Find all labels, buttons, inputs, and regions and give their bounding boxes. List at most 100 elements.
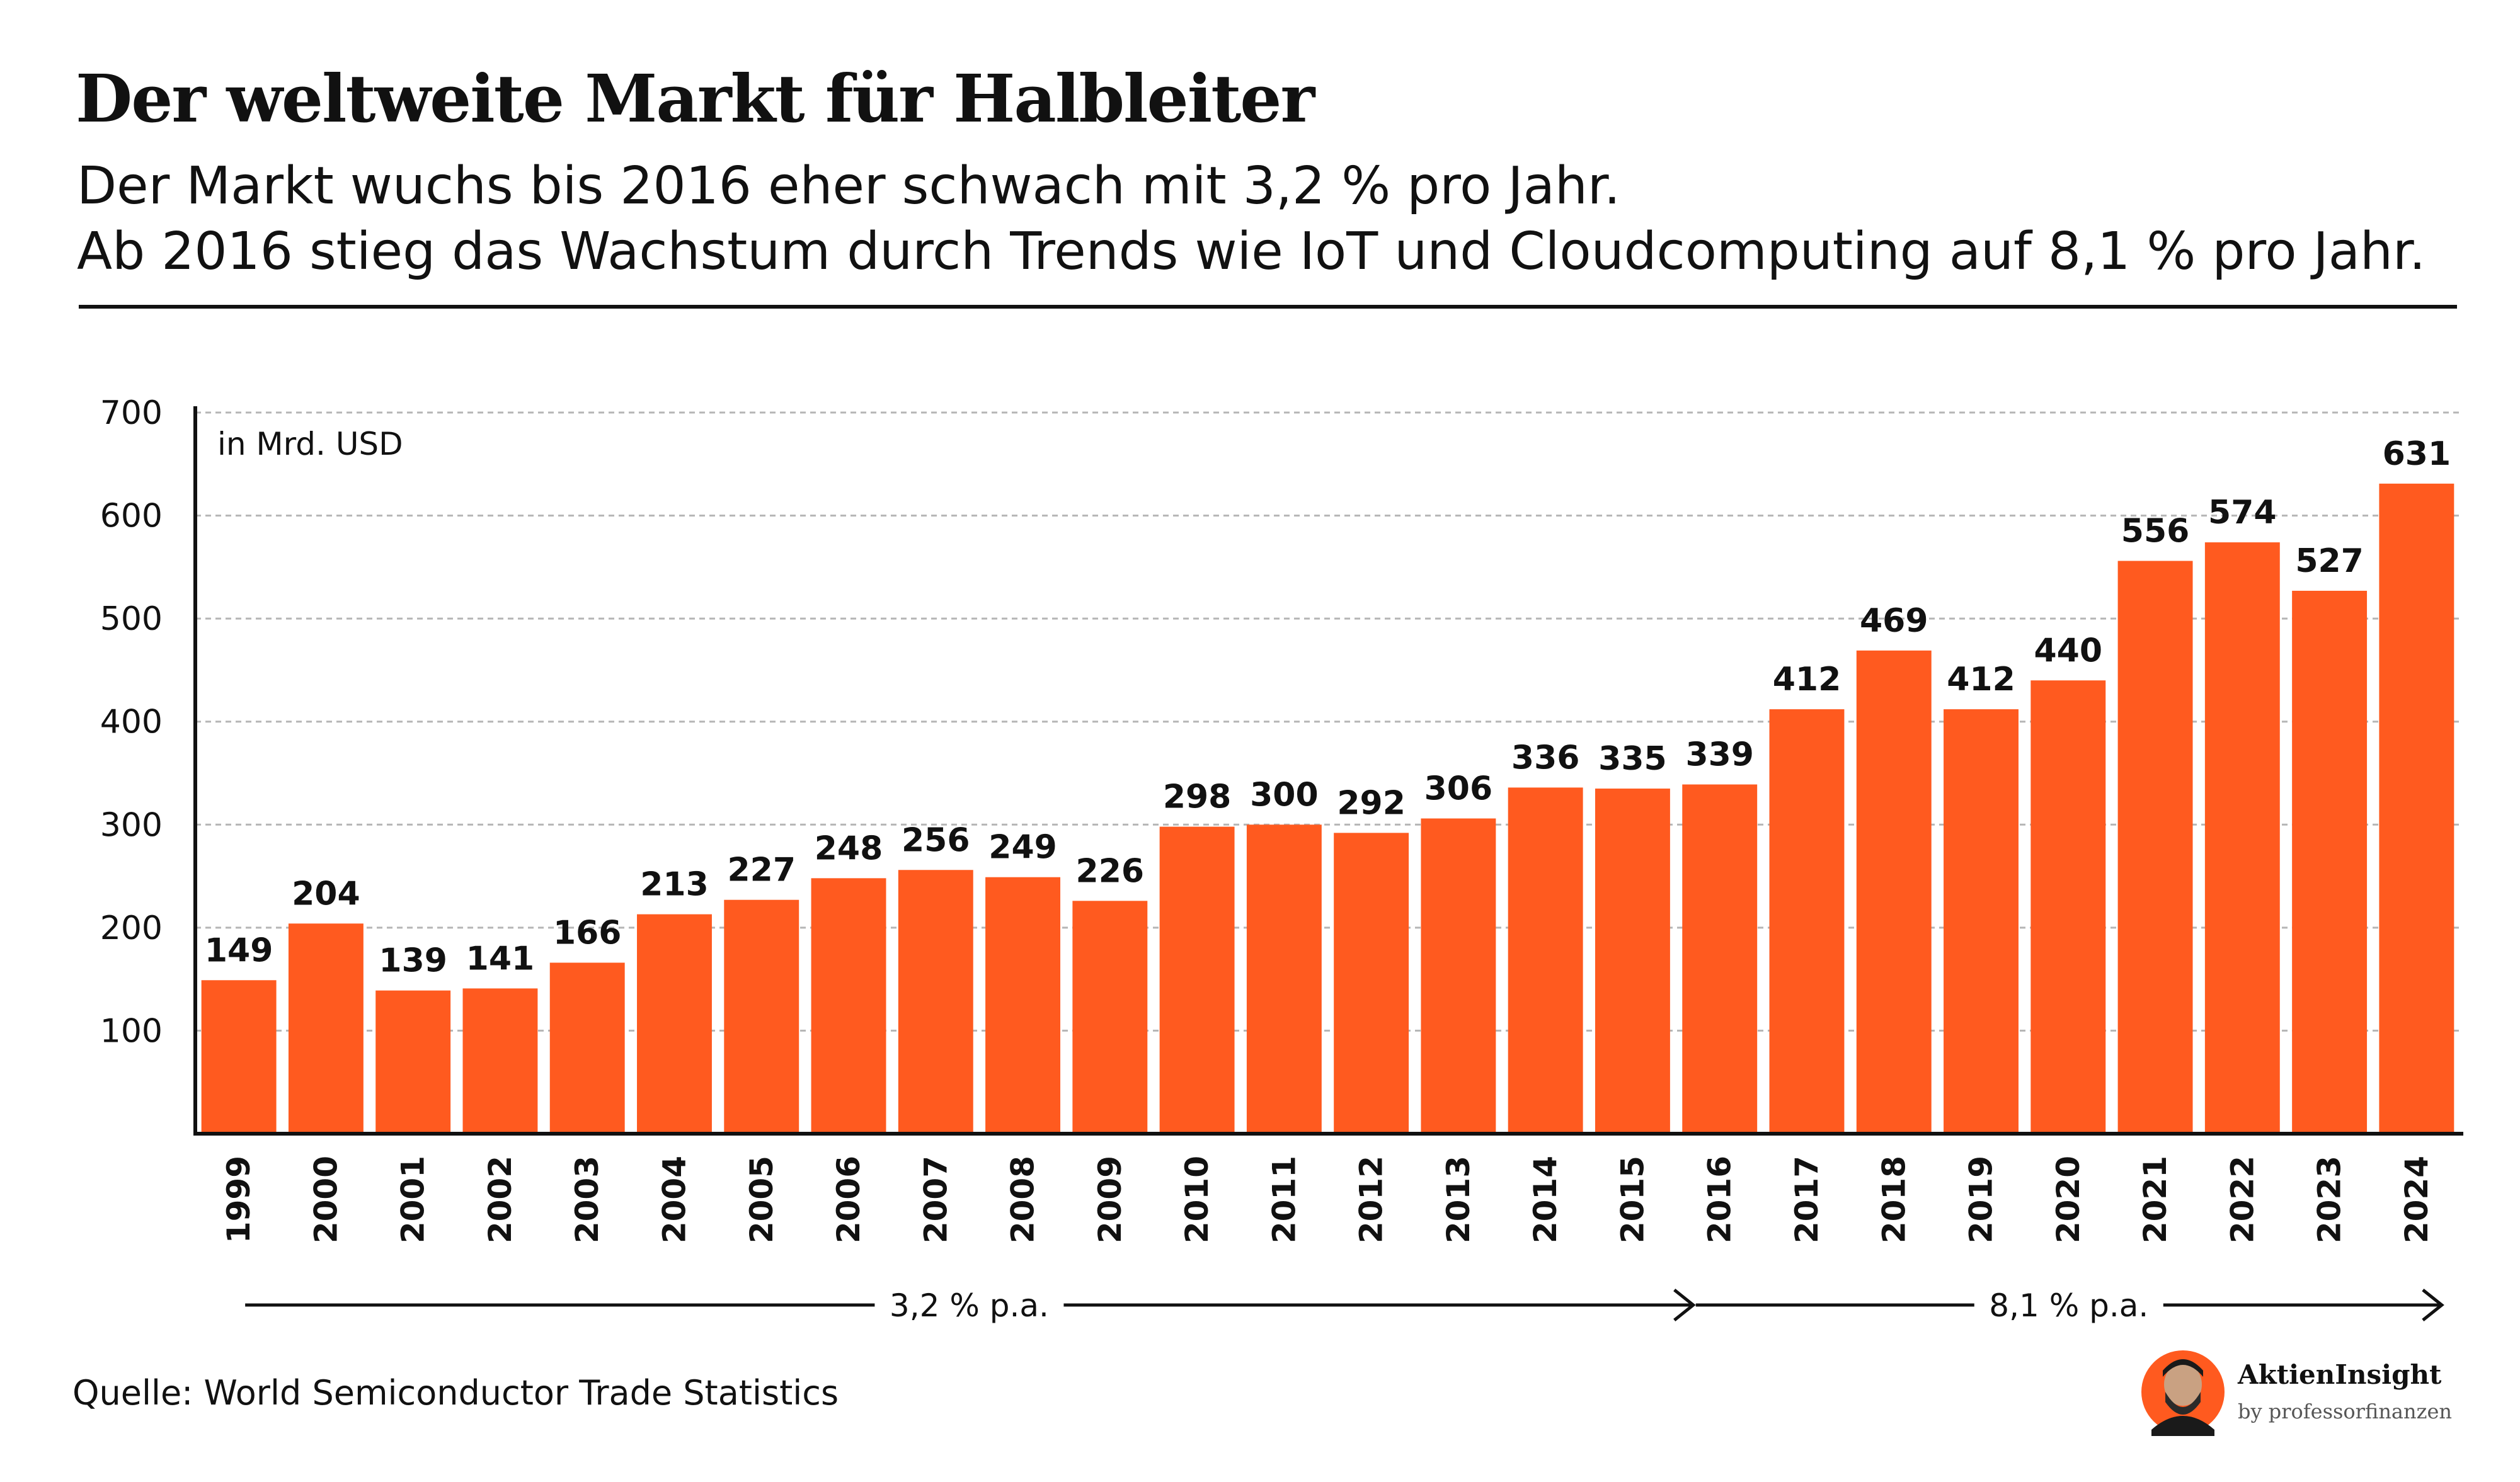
value-label-2020: 440 (2034, 632, 2103, 670)
y-tick-label: 500 (100, 600, 163, 638)
y-tick-label: 300 (100, 806, 163, 844)
y-tick-label: 700 (100, 394, 163, 432)
bar-2016 (1682, 784, 1758, 1134)
bar-2011 (1246, 824, 1322, 1134)
x-tick-label-2024: 2024 (2398, 1156, 2435, 1243)
bar-2021 (2117, 561, 2193, 1134)
x-tick-label-2021: 2021 (2137, 1156, 2174, 1243)
bar-2002 (462, 988, 538, 1134)
x-tick-label-2013: 2013 (1440, 1156, 1477, 1243)
value-label-1999: 149 (205, 932, 273, 969)
growth-rate-label: 3,2 % p.a. (890, 1287, 1049, 1324)
value-label-2023: 527 (2295, 542, 2364, 580)
bar-2017 (1769, 709, 1845, 1134)
bar-2000 (288, 923, 364, 1134)
value-label-2003: 166 (553, 914, 622, 952)
bar-2008 (985, 877, 1061, 1134)
value-label-2019: 412 (1947, 661, 2015, 698)
bar-2013 (1421, 818, 1496, 1134)
value-label-2015: 335 (1598, 740, 1667, 778)
value-label-2006: 248 (815, 829, 883, 867)
bar-2022 (2204, 542, 2280, 1134)
y-tick-label: 600 (100, 498, 163, 535)
y-unit-label: in Mrd. USD (217, 426, 403, 462)
x-tick-label-1999: 1999 (220, 1156, 257, 1243)
value-label-2016: 339 (1685, 736, 1754, 773)
x-tick-label-2020: 2020 (2050, 1156, 2087, 1243)
brand-block: AktienInsight by professorfinanzen (2139, 1348, 2466, 1436)
value-label-2024: 631 (2383, 435, 2451, 473)
source-note: Quelle: World Semiconductor Trade Statis… (72, 1373, 839, 1413)
value-label-2012: 292 (1337, 784, 1406, 822)
x-tick-label-2007: 2007 (917, 1156, 954, 1243)
header-divider (79, 305, 2457, 309)
bar-2007 (898, 870, 973, 1134)
x-tick-label-2009: 2009 (1092, 1156, 1128, 1243)
x-tick-label-2018: 2018 (1876, 1156, 1912, 1243)
y-tick-label: 200 (100, 909, 163, 947)
bar-2019 (1944, 709, 2019, 1134)
value-label-2007: 256 (902, 821, 970, 859)
bar-1999 (201, 980, 277, 1134)
bar-2003 (549, 962, 625, 1134)
bar-2014 (1508, 787, 1583, 1134)
bar-2020 (2030, 680, 2106, 1134)
brand-name: AktienInsight (2238, 1359, 2442, 1390)
bar-2006 (811, 878, 886, 1134)
bar-2004 (637, 914, 712, 1134)
value-label-2011: 300 (1250, 776, 1319, 814)
x-tick-label-2002: 2002 (482, 1156, 518, 1243)
bar-2005 (724, 899, 799, 1134)
value-label-2004: 213 (640, 866, 709, 904)
x-tick-label-2023: 2023 (2311, 1156, 2348, 1243)
x-tick-label-2010: 2010 (1179, 1156, 1215, 1243)
chart-subtitle-line-2: Ab 2016 stieg das Wachstum durch Trends … (77, 222, 2426, 282)
value-label-2005: 227 (727, 852, 796, 889)
growth-rate-label: 8,1 % p.a. (1989, 1287, 2148, 1324)
x-tick-label-2014: 2014 (1527, 1156, 1564, 1243)
x-tick-label-2003: 2003 (569, 1156, 605, 1243)
value-label-2010: 298 (1163, 778, 1232, 816)
y-tick-label: 400 (100, 704, 163, 741)
x-tick-label-2006: 2006 (830, 1156, 867, 1243)
bar-2012 (1334, 833, 1409, 1134)
x-tick-label-2015: 2015 (1614, 1156, 1651, 1243)
value-label-2013: 306 (1424, 770, 1493, 807)
x-tick-label-2022: 2022 (2224, 1156, 2260, 1243)
value-label-2008: 249 (988, 829, 1057, 867)
brand-avatar-icon (2141, 1350, 2225, 1436)
value-label-2018: 469 (1860, 602, 1928, 640)
x-tick-label-2000: 2000 (307, 1156, 344, 1243)
x-tick-label-2005: 2005 (743, 1156, 780, 1243)
value-label-2009: 226 (1076, 852, 1145, 890)
x-tick-label-2017: 2017 (1789, 1156, 1825, 1243)
bar-2009 (1072, 901, 1148, 1134)
bar-2010 (1159, 826, 1235, 1134)
value-label-2001: 139 (379, 942, 447, 980)
x-tick-label-2011: 2011 (1266, 1156, 1302, 1243)
x-tick-label-2004: 2004 (656, 1156, 692, 1243)
y-tick-label: 100 (100, 1012, 163, 1050)
chart-subtitle-line-1: Der Markt wuchs bis 2016 eher schwach mi… (77, 156, 1621, 216)
bar-2023 (2292, 590, 2368, 1134)
value-label-2022: 574 (2208, 494, 2277, 532)
bar-2001 (375, 990, 451, 1134)
x-tick-label-2016: 2016 (1702, 1156, 1738, 1243)
growth-arrow-head (2422, 1289, 2444, 1321)
value-label-2021: 556 (2121, 513, 2190, 550)
x-tick-label-2001: 2001 (395, 1156, 432, 1243)
chart-title: Der weltweite Markt für Halbleiter (76, 60, 1315, 137)
value-label-2017: 412 (1773, 661, 1841, 698)
value-label-2014: 336 (1511, 739, 1580, 777)
x-tick-label-2008: 2008 (1005, 1156, 1041, 1243)
brand-subline: by professorfinanzen (2238, 1399, 2453, 1423)
x-tick-label-2019: 2019 (1963, 1156, 2000, 1243)
bar-2024 (2379, 483, 2454, 1134)
bar-2015 (1595, 789, 1670, 1134)
value-label-2002: 141 (466, 940, 535, 978)
growth-arrow-head (1673, 1289, 1696, 1321)
value-label-2000: 204 (292, 875, 360, 913)
x-tick-label-2012: 2012 (1353, 1156, 1390, 1243)
bar-2018 (1856, 650, 1932, 1134)
